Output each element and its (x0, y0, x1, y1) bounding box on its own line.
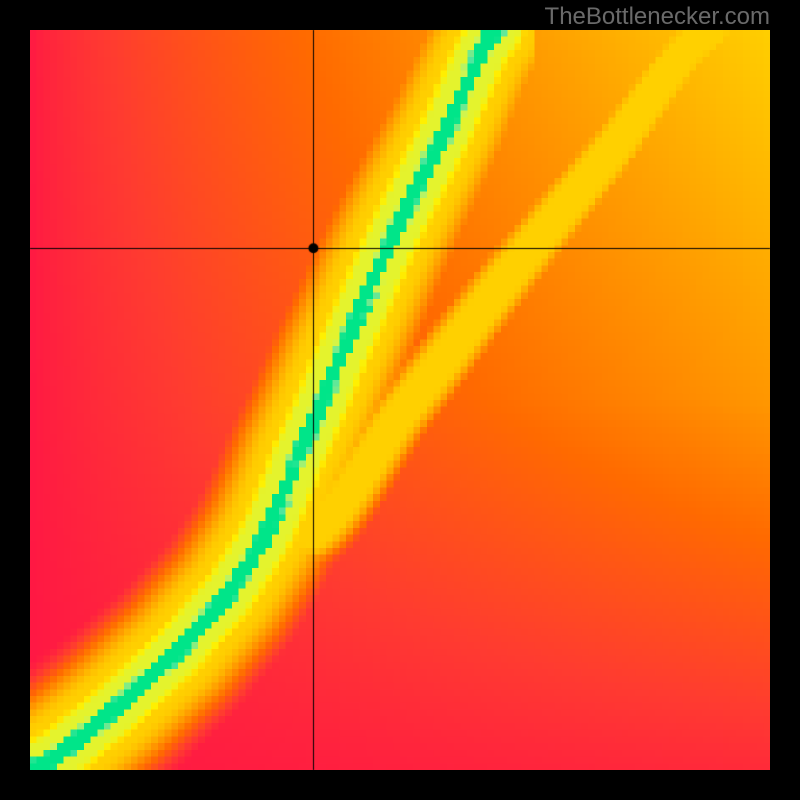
watermark-text: TheBottlenecker.com (545, 3, 770, 31)
overlay-canvas (0, 0, 800, 800)
chart-container: TheBottlenecker.com (0, 0, 800, 800)
